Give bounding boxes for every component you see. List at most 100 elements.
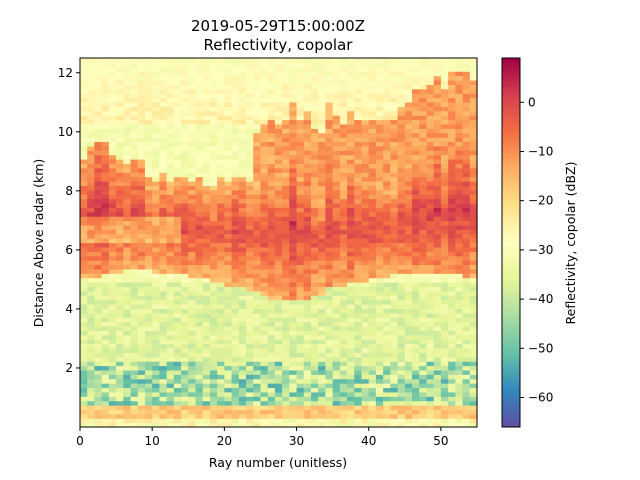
- heatmap-cell: [260, 154, 269, 160]
- heatmap-cell: [274, 62, 283, 68]
- heatmap-cell: [260, 268, 269, 274]
- heatmap-cell: [412, 369, 420, 375]
- heatmap-cell: [440, 339, 449, 345]
- heatmap-cell: [368, 299, 377, 305]
- heatmap-cell: [310, 115, 319, 121]
- heatmap-cell: [94, 387, 103, 393]
- heatmap-cell: [318, 137, 327, 143]
- heatmap-cell: [404, 150, 413, 156]
- heatmap-cell: [325, 387, 334, 393]
- heatmap-cell: [231, 132, 240, 138]
- heatmap-cell: [152, 418, 160, 424]
- heatmap-cell: [101, 268, 110, 274]
- heatmap-cell: [246, 317, 254, 323]
- heatmap-cell: [455, 194, 464, 200]
- heatmap-cell: [181, 137, 189, 143]
- heatmap-cell: [101, 62, 110, 68]
- heatmap-cell: [80, 343, 88, 349]
- heatmap-cell: [166, 339, 175, 345]
- heatmap-cell: [347, 317, 355, 323]
- heatmap-cell: [159, 374, 168, 380]
- heatmap-cell: [412, 317, 420, 323]
- heatmap-cell: [253, 255, 262, 261]
- heatmap-cell: [87, 260, 96, 266]
- heatmap-cell: [108, 251, 117, 257]
- heatmap-cell: [116, 409, 124, 415]
- heatmap-cell: [332, 220, 341, 226]
- heatmap-cell: [231, 181, 240, 186]
- heatmap-cell: [123, 422, 132, 428]
- heatmap-cell: [274, 194, 283, 200]
- heatmap-cell: [123, 106, 132, 112]
- heatmap-cell: [101, 356, 110, 362]
- heatmap-cell: [332, 356, 341, 362]
- heatmap-cell: [209, 207, 218, 213]
- heatmap-cell: [419, 189, 428, 195]
- heatmap-cell: [354, 119, 363, 125]
- heatmap-cell: [159, 62, 168, 68]
- heatmap-cell: [137, 58, 146, 63]
- heatmap-cell: [310, 251, 319, 257]
- heatmap-cell: [448, 207, 456, 213]
- heatmap-cell: [448, 141, 456, 147]
- heatmap-cell: [404, 93, 413, 99]
- heatmap-cell: [238, 141, 247, 147]
- heatmap-cell: [440, 361, 449, 367]
- heatmap-cell: [130, 216, 139, 222]
- heatmap-cell: [303, 290, 312, 296]
- heatmap-cell: [296, 334, 305, 340]
- colorbar-ticks: 0−10−20−30−40−50−60: [520, 95, 553, 404]
- heatmap-cell: [325, 220, 334, 226]
- heatmap-cell: [188, 207, 197, 213]
- heatmap-cell: [455, 71, 464, 77]
- heatmap-cell: [282, 330, 290, 336]
- heatmap-cell: [224, 374, 233, 380]
- heatmap-cell: [347, 409, 355, 415]
- heatmap-cell: [296, 106, 305, 112]
- heatmap-cell: [267, 150, 276, 156]
- heatmap-cell: [144, 330, 153, 336]
- heatmap-cell: [253, 216, 262, 222]
- heatmap-cell: [238, 167, 247, 173]
- heatmap-cell: [361, 295, 370, 301]
- heatmap-cell: [318, 352, 327, 358]
- heatmap-cell: [412, 97, 420, 103]
- heatmap-cell: [144, 106, 153, 112]
- heatmap-cell: [202, 202, 211, 208]
- heatmap-cell: [412, 84, 420, 90]
- heatmap-cell: [289, 325, 298, 331]
- heatmap-cell: [246, 299, 254, 305]
- heatmap-cell: [289, 317, 298, 323]
- heatmap-cell: [173, 387, 182, 393]
- heatmap-cell: [455, 238, 464, 244]
- heatmap-cell: [440, 233, 449, 239]
- heatmap-cell: [274, 242, 283, 248]
- heatmap-cell: [253, 181, 262, 186]
- heatmap-cell: [332, 321, 341, 327]
- heatmap-cell: [144, 176, 153, 182]
- heatmap-cell: [217, 374, 225, 380]
- heatmap-cell: [181, 154, 189, 160]
- heatmap-cell: [289, 84, 298, 90]
- heatmap-cell: [455, 110, 464, 116]
- heatmap-cell: [173, 365, 182, 371]
- heatmap-cell: [202, 277, 211, 283]
- heatmap-cell: [181, 347, 189, 353]
- heatmap-cell: [80, 277, 88, 283]
- heatmap-cell: [426, 405, 435, 411]
- heatmap-cell: [419, 93, 428, 99]
- heatmap-cell: [455, 387, 464, 393]
- heatmap-cell: [404, 224, 413, 230]
- heatmap-cell: [173, 115, 182, 121]
- heatmap-cell: [289, 339, 298, 345]
- heatmap-cell: [419, 308, 428, 314]
- heatmap-cell: [339, 268, 348, 274]
- heatmap-cell: [130, 334, 139, 340]
- heatmap-cell: [433, 163, 442, 169]
- heatmap-cell: [231, 277, 240, 283]
- heatmap-cell: [455, 88, 464, 94]
- heatmap-cell: [87, 194, 96, 200]
- heatmap-cell: [116, 123, 124, 129]
- heatmap-cell: [383, 224, 391, 230]
- heatmap-cell: [383, 273, 391, 279]
